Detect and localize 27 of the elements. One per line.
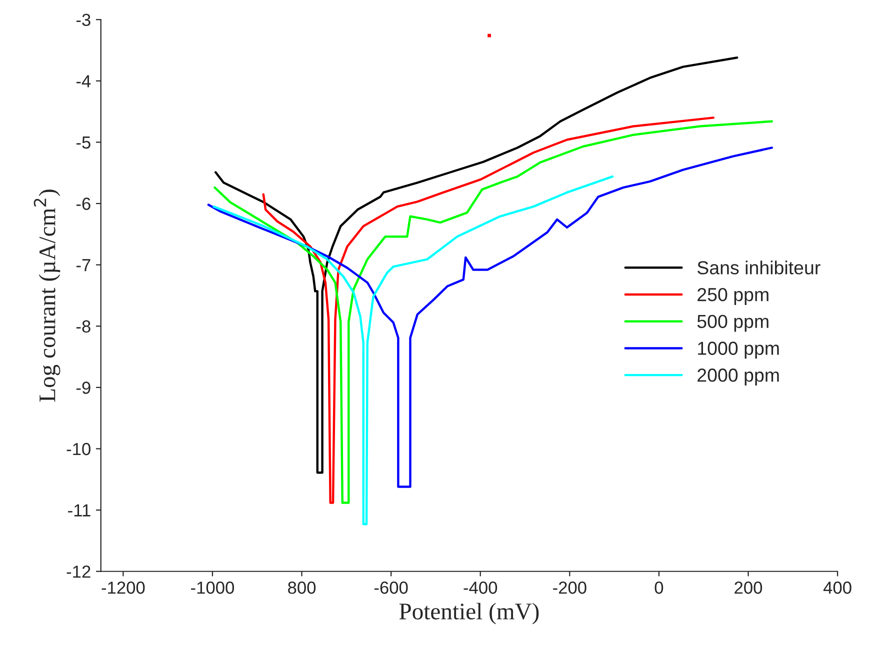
- x-tick-label: -200: [553, 582, 586, 594]
- y-tick-label: -6: [76, 198, 90, 210]
- y-tick-label: -11: [68, 504, 90, 516]
- x-tick-label: 0: [654, 582, 664, 594]
- y-tick-label: -9: [76, 382, 90, 394]
- y-tick-label: -8: [76, 320, 90, 333]
- y-tick-label: -12: [66, 566, 90, 578]
- legend-label: 250 ppm: [698, 288, 768, 305]
- x-tick-label: 800: [288, 582, 316, 594]
- y-tick-label: -5: [76, 136, 90, 149]
- x-tick-label: -1000: [191, 582, 234, 594]
- legend-label: 2000 ppm: [698, 368, 779, 386]
- legend-label: 500 ppm: [697, 314, 768, 332]
- y-tick-label: -3: [76, 14, 90, 26]
- y-tick-label: -7: [76, 259, 90, 272]
- legend-label: Sans inhibiteur: [697, 260, 820, 274]
- x-tick-label: 200: [734, 582, 762, 594]
- legend-label: 1000 ppm: [698, 342, 779, 359]
- x-tick-label: -400: [464, 582, 498, 594]
- y-tick-label: -4: [76, 75, 91, 88]
- x-tick-label: 400: [823, 582, 852, 594]
- x-tick-label: -600: [374, 582, 408, 594]
- y-tick-label: -10: [66, 442, 90, 456]
- x-axis-title: Potentiel (mV): [399, 602, 539, 624]
- x-tick-label: -1200: [102, 582, 145, 594]
- y-axis-title: Log courant (µA/cm$^{2}$): [34, 190, 60, 402]
- line-series: [212, 175, 614, 526]
